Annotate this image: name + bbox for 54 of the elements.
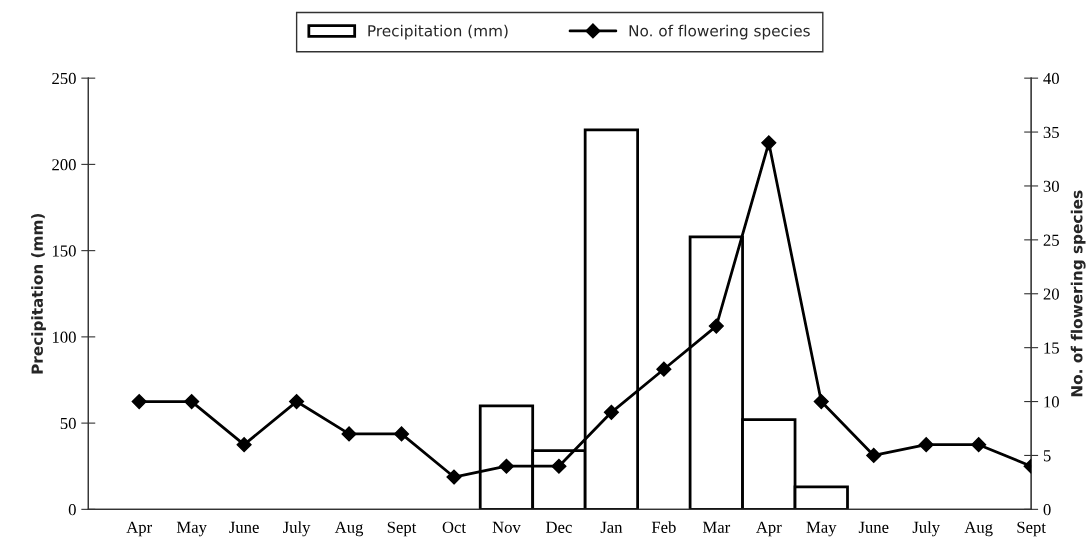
y-tick-label: 0 [68,504,76,516]
y2-tick-label: 40 [1043,72,1059,85]
y2-tick-label: 30 [1043,180,1059,192]
x-tick-label: June [858,521,889,533]
point [236,437,252,453]
legend-label: No. of flowering species [629,24,810,40]
point [708,318,724,334]
point [446,469,462,485]
point [551,458,567,474]
point [498,458,515,474]
y2-axis-title: No. of flowering species [1070,190,1086,397]
point [184,393,200,410]
x-tick-label: Aug [964,521,993,537]
x-tick-label: Apr [756,521,782,537]
legend-label: Precipitation (mm) [368,24,508,40]
point [866,447,882,464]
y2-tick-label: 20 [1043,288,1059,300]
point [918,437,934,453]
x-tick-label: June [229,521,259,533]
x-tick-label: Nov [492,521,521,533]
point [603,404,619,420]
x-tick-label: Mar [702,521,731,533]
x-tick-label: July [912,521,941,537]
y2-tick-label: 15 [1044,342,1059,354]
x-tick-label: Apr [126,521,152,537]
y-tick-label: 250 [52,72,76,85]
x-tick-label: May [806,521,837,537]
x-tick-label: Aug [334,521,364,537]
x-tick-label: Oct [442,521,466,533]
point [656,361,672,377]
y-tick-label: 50 [60,417,76,430]
x-tick-label: Dec [545,521,572,533]
point [341,426,357,442]
point [761,135,777,151]
y2-tick-label: 0 [1043,504,1051,516]
point [971,437,987,453]
y-tick-label: 100 [52,331,76,343]
y2-tick-label: 35 [1043,126,1059,138]
point [289,393,305,410]
y2-tick-label: 25 [1043,234,1059,246]
point [131,393,147,410]
point [393,426,410,442]
x-tick-label: July [283,521,311,537]
point [813,393,829,410]
x-tick-label: Sept [1017,521,1046,537]
x-tick-label: Sept [387,521,417,537]
x-tick-label: Jan [600,521,623,533]
x-tick-label: Feb [651,521,676,533]
y-tick-label: 200 [52,159,76,171]
y-tick-label: 150 [52,245,76,257]
y2-tick-label: 10 [1044,396,1059,408]
y2-tick-label: 5 [1043,450,1051,462]
y-axis-title: Precipitation (mm) [31,213,46,374]
x-tick-label: May [176,521,207,537]
